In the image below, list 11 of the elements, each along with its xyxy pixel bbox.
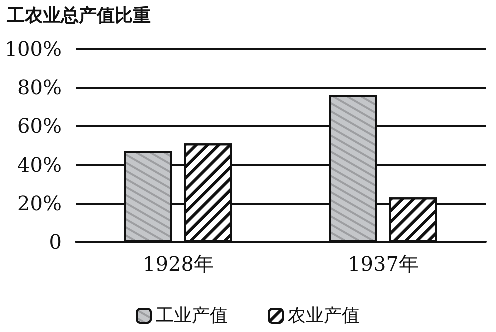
y-tick-label: 40% (18, 152, 62, 177)
y-tick-label: 60% (18, 114, 62, 138)
x-tick-label: 1928年 (143, 252, 214, 276)
y-tick-label: 80% (18, 76, 62, 100)
x-tick-label: 1937年 (348, 252, 419, 276)
y-tick-label: 20% (18, 191, 62, 216)
y-tick-label: 100% (4, 37, 62, 61)
legend-label: 农业产值 (288, 306, 360, 326)
y-tick-label: 0 (49, 230, 62, 254)
chart-title: 工农业总产值比重 (6, 6, 151, 26)
legend-label: 工业产值 (156, 306, 228, 326)
